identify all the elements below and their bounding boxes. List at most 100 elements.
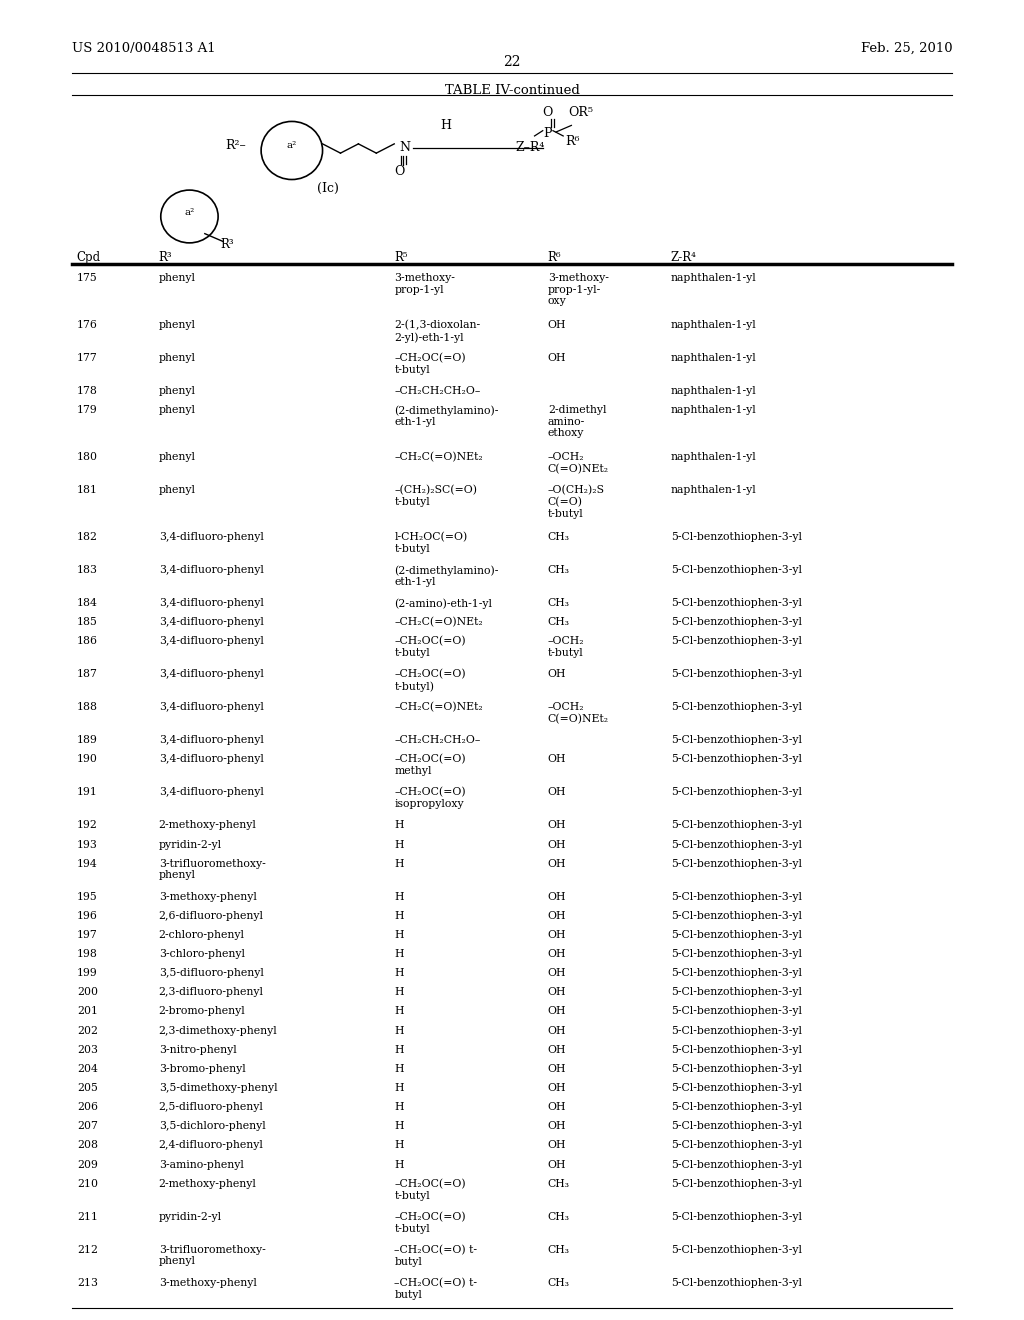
Text: Feb. 25, 2010: Feb. 25, 2010 — [861, 42, 952, 55]
Text: H: H — [394, 911, 403, 921]
Text: R³: R³ — [159, 251, 172, 264]
Text: TABLE IV-continued: TABLE IV-continued — [444, 84, 580, 98]
Text: 3,4-difluoro-phenyl: 3,4-difluoro-phenyl — [159, 735, 263, 746]
Text: 5-Cl-benzothiophen-3-yl: 5-Cl-benzothiophen-3-yl — [671, 532, 802, 543]
Text: OH: OH — [548, 859, 566, 869]
Text: 2,4-difluoro-phenyl: 2,4-difluoro-phenyl — [159, 1140, 263, 1151]
Text: 193: 193 — [77, 840, 97, 850]
Text: OH: OH — [548, 1026, 566, 1036]
Text: –CH₂OC(=O)
t-butyl): –CH₂OC(=O) t-butyl) — [394, 669, 466, 692]
Text: 213: 213 — [77, 1278, 98, 1288]
Text: l-CH₂OC(=O)
t-butyl: l-CH₂OC(=O) t-butyl — [394, 532, 468, 554]
Text: (2-dimethylamino)-
eth-1-yl: (2-dimethylamino)- eth-1-yl — [394, 565, 499, 587]
Text: H: H — [394, 931, 403, 940]
Text: 5-Cl-benzothiophen-3-yl: 5-Cl-benzothiophen-3-yl — [671, 1121, 802, 1131]
Text: H: H — [394, 1064, 403, 1074]
Text: CH₃: CH₃ — [548, 1245, 569, 1255]
Text: US 2010/0048513 A1: US 2010/0048513 A1 — [72, 42, 215, 55]
Text: 5-Cl-benzothiophen-3-yl: 5-Cl-benzothiophen-3-yl — [671, 1064, 802, 1074]
Text: OH: OH — [548, 840, 566, 850]
Text: naphthalen-1-yl: naphthalen-1-yl — [671, 387, 757, 396]
Text: OH: OH — [548, 321, 566, 330]
Text: CH₃: CH₃ — [548, 532, 569, 543]
Text: 5-Cl-benzothiophen-3-yl: 5-Cl-benzothiophen-3-yl — [671, 859, 802, 869]
Text: 192: 192 — [77, 821, 97, 830]
Text: OH: OH — [548, 892, 566, 902]
Text: 200: 200 — [77, 987, 98, 998]
Text: O: O — [394, 165, 404, 178]
Text: 3,5-dimethoxy-phenyl: 3,5-dimethoxy-phenyl — [159, 1082, 278, 1093]
Text: 2,5-difluoro-phenyl: 2,5-difluoro-phenyl — [159, 1102, 263, 1113]
Text: 204: 204 — [77, 1064, 97, 1074]
Text: –CH₂CH₂CH₂O–: –CH₂CH₂CH₂O– — [394, 735, 480, 746]
Text: N: N — [399, 141, 411, 154]
Text: 2,6-difluoro-phenyl: 2,6-difluoro-phenyl — [159, 911, 264, 921]
Text: 3,4-difluoro-phenyl: 3,4-difluoro-phenyl — [159, 532, 263, 543]
Text: 5-Cl-benzothiophen-3-yl: 5-Cl-benzothiophen-3-yl — [671, 636, 802, 647]
Text: 175: 175 — [77, 273, 97, 284]
Text: 2,3-dimethoxy-phenyl: 2,3-dimethoxy-phenyl — [159, 1026, 278, 1036]
Text: naphthalen-1-yl: naphthalen-1-yl — [671, 453, 757, 462]
Text: 3-trifluoromethoxy-
phenyl: 3-trifluoromethoxy- phenyl — [159, 1245, 265, 1266]
Text: 5-Cl-benzothiophen-3-yl: 5-Cl-benzothiophen-3-yl — [671, 1278, 802, 1288]
Text: 5-Cl-benzothiophen-3-yl: 5-Cl-benzothiophen-3-yl — [671, 618, 802, 627]
Text: 5-Cl-benzothiophen-3-yl: 5-Cl-benzothiophen-3-yl — [671, 931, 802, 940]
Text: 201: 201 — [77, 1006, 98, 1016]
Text: Z-R⁴: Z-R⁴ — [671, 251, 696, 264]
Text: 5-Cl-benzothiophen-3-yl: 5-Cl-benzothiophen-3-yl — [671, 669, 802, 680]
Text: OR⁵: OR⁵ — [568, 106, 593, 119]
Text: H: H — [394, 859, 403, 869]
Text: 5-Cl-benzothiophen-3-yl: 5-Cl-benzothiophen-3-yl — [671, 735, 802, 746]
Text: 197: 197 — [77, 931, 97, 940]
Text: 186: 186 — [77, 636, 98, 647]
Text: 3-trifluoromethoxy-
phenyl: 3-trifluoromethoxy- phenyl — [159, 859, 265, 880]
Text: H: H — [394, 1082, 403, 1093]
Text: H: H — [394, 892, 403, 902]
Text: 22: 22 — [503, 55, 521, 70]
Text: pyridin-2-yl: pyridin-2-yl — [159, 1212, 222, 1222]
Text: OH: OH — [548, 821, 566, 830]
Text: OH: OH — [548, 1140, 566, 1151]
Text: –OCH₂
C(=O)NEt₂: –OCH₂ C(=O)NEt₂ — [548, 453, 609, 474]
Text: 187: 187 — [77, 669, 97, 680]
Text: phenyl: phenyl — [159, 405, 196, 416]
Text: 5-Cl-benzothiophen-3-yl: 5-Cl-benzothiophen-3-yl — [671, 1212, 802, 1222]
Text: phenyl: phenyl — [159, 321, 196, 330]
Text: 5-Cl-benzothiophen-3-yl: 5-Cl-benzothiophen-3-yl — [671, 821, 802, 830]
Text: phenyl: phenyl — [159, 453, 196, 462]
Text: 5-Cl-benzothiophen-3-yl: 5-Cl-benzothiophen-3-yl — [671, 1045, 802, 1055]
Text: –CH₂OC(=O)
isopropyloxy: –CH₂OC(=O) isopropyloxy — [394, 788, 466, 809]
Text: 5-Cl-benzothiophen-3-yl: 5-Cl-benzothiophen-3-yl — [671, 1159, 802, 1170]
Text: 182: 182 — [77, 532, 98, 543]
Text: 2-dimethyl
amino-
ethoxy: 2-dimethyl amino- ethoxy — [548, 405, 606, 438]
Text: 5-Cl-benzothiophen-3-yl: 5-Cl-benzothiophen-3-yl — [671, 1082, 802, 1093]
Text: H: H — [394, 1045, 403, 1055]
Text: 5-Cl-benzothiophen-3-yl: 5-Cl-benzothiophen-3-yl — [671, 987, 802, 998]
Text: 5-Cl-benzothiophen-3-yl: 5-Cl-benzothiophen-3-yl — [671, 892, 802, 902]
Text: –CH₂CH₂CH₂O–: –CH₂CH₂CH₂O– — [394, 387, 480, 396]
Text: 2-(1,3-dioxolan-
2-yl)-eth-1-yl: 2-(1,3-dioxolan- 2-yl)-eth-1-yl — [394, 321, 480, 343]
Text: R⁶: R⁶ — [565, 135, 580, 148]
Text: 203: 203 — [77, 1045, 98, 1055]
Text: OH: OH — [548, 788, 566, 797]
Text: 2-bromo-phenyl: 2-bromo-phenyl — [159, 1006, 246, 1016]
Text: 196: 196 — [77, 911, 97, 921]
Text: 5-Cl-benzothiophen-3-yl: 5-Cl-benzothiophen-3-yl — [671, 840, 802, 850]
Text: 3,4-difluoro-phenyl: 3,4-difluoro-phenyl — [159, 702, 263, 713]
Text: 3,4-difluoro-phenyl: 3,4-difluoro-phenyl — [159, 565, 263, 576]
Text: H: H — [394, 949, 403, 960]
Text: (2-dimethylamino)-
eth-1-yl: (2-dimethylamino)- eth-1-yl — [394, 405, 499, 428]
Text: naphthalen-1-yl: naphthalen-1-yl — [671, 486, 757, 495]
Text: (2-amino)-eth-1-yl: (2-amino)-eth-1-yl — [394, 598, 493, 609]
Text: OH: OH — [548, 1121, 566, 1131]
Text: OH: OH — [548, 931, 566, 940]
Text: 5-Cl-benzothiophen-3-yl: 5-Cl-benzothiophen-3-yl — [671, 1179, 802, 1189]
Text: 179: 179 — [77, 405, 97, 416]
Text: 2,3-difluoro-phenyl: 2,3-difluoro-phenyl — [159, 987, 264, 998]
Text: 198: 198 — [77, 949, 97, 960]
Text: H: H — [394, 1140, 403, 1151]
Text: 211: 211 — [77, 1212, 98, 1222]
Text: a²: a² — [184, 209, 195, 216]
Text: H: H — [394, 840, 403, 850]
Text: 3,5-dichloro-phenyl: 3,5-dichloro-phenyl — [159, 1121, 265, 1131]
